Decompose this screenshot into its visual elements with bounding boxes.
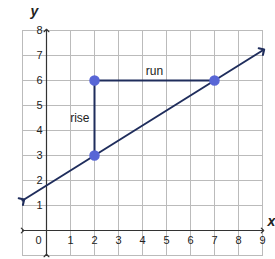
svg-text:5: 5 [36,99,42,111]
svg-text:7: 7 [211,234,217,246]
svg-text:1: 1 [36,199,42,211]
svg-text:y: y [30,3,40,19]
svg-text:2: 2 [36,174,42,186]
svg-text:rise: rise [70,111,90,125]
svg-text:3: 3 [36,149,42,161]
svg-text:2: 2 [91,234,97,246]
svg-text:7: 7 [36,49,42,61]
svg-text:run: run [146,64,163,78]
svg-text:6: 6 [187,234,193,246]
svg-text:x: x [267,213,275,229]
svg-text:4: 4 [139,234,145,246]
svg-text:9: 9 [259,234,265,246]
svg-text:8: 8 [36,24,42,36]
svg-text:0: 0 [35,234,41,246]
svg-text:4: 4 [36,124,42,136]
svg-text:3: 3 [115,234,121,246]
svg-text:1: 1 [67,234,73,246]
svg-text:6: 6 [36,74,42,86]
svg-text:5: 5 [163,234,169,246]
svg-text:8: 8 [235,234,241,246]
